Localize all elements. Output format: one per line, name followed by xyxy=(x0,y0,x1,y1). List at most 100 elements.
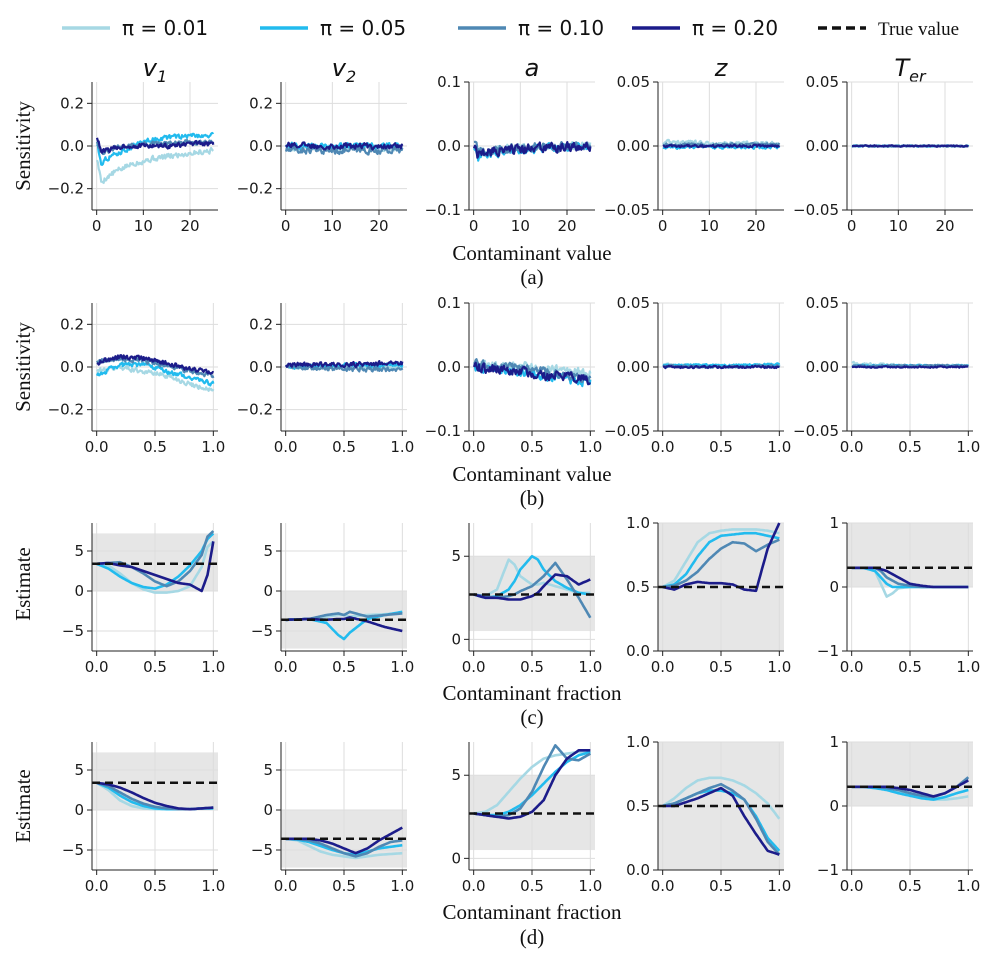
x-tick-label: 0.5 xyxy=(332,877,356,895)
x-axis-label: Contaminant value xyxy=(452,462,611,486)
y-tick-label: −5 xyxy=(251,622,273,640)
legend: π = 0.01 π = 0.05 π = 0.10 π = 0.20 True val… xyxy=(62,16,959,40)
y-tick-label: 0.05 xyxy=(617,73,650,91)
y-tick-label: −0.2 xyxy=(48,401,84,419)
panel-a-v1: 0 10 20 0.2 0.0 −0.2 xyxy=(48,82,218,235)
y-tick-label: −0.2 xyxy=(237,180,273,198)
x-tick-label: 0.0 xyxy=(274,877,298,895)
panel-c-v2: 0.0 0.5 1.0 5 0 −5 xyxy=(251,523,414,676)
x-tick-label: 0.5 xyxy=(709,438,733,456)
panel-d-v2: 0.0 0.5 1.0 5 0 −5 xyxy=(251,742,414,895)
y-tick-label: 0.05 xyxy=(617,294,650,312)
column-title-a: a xyxy=(525,54,540,82)
x-tick-label: 0.5 xyxy=(143,658,167,676)
x-tick-label: 0.0 xyxy=(840,877,864,895)
panel-label: (a) xyxy=(520,265,543,289)
x-tick-label: 0 xyxy=(847,217,857,235)
series-line xyxy=(851,144,969,148)
x-tick-label: 1.0 xyxy=(767,658,791,676)
x-tick-label: 0.0 xyxy=(651,658,675,676)
series-line xyxy=(662,531,780,589)
panel-c-v1: 0.0 0.5 1.0 5 0 −5 xyxy=(62,523,225,676)
y-tick-label: 0 xyxy=(263,582,273,600)
y-tick-label: 0.0 xyxy=(249,137,273,155)
series-line xyxy=(662,364,780,370)
x-tick-label: 0.5 xyxy=(332,438,356,456)
x-tick-label: 0.0 xyxy=(840,438,864,456)
column-title-v2: v2 xyxy=(332,54,356,86)
legend-entry: π = 0.20 xyxy=(632,16,778,40)
y-tick-label: 0.05 xyxy=(806,294,839,312)
y-tick-label: −0.1 xyxy=(425,422,461,440)
series-line xyxy=(96,781,214,811)
y-tick-label: −5 xyxy=(62,622,84,640)
row-a-labels: Contaminant value(a) Sensitivity xyxy=(11,101,612,289)
series-line xyxy=(661,776,781,820)
y-tick-label: 0 xyxy=(263,801,273,819)
legend-entry: True value xyxy=(818,19,959,40)
y-axis-label: Estimate xyxy=(11,547,35,620)
x-tick-label: 0.0 xyxy=(651,438,675,456)
y-tick-label: 0.0 xyxy=(60,358,84,376)
x-tick-label: 1.0 xyxy=(956,877,980,895)
y-tick-label: 0.00 xyxy=(806,358,839,376)
y-tick-label: 0.00 xyxy=(806,137,839,155)
y-tick-label: −0.1 xyxy=(425,201,461,219)
x-tick-label: 0.0 xyxy=(85,658,109,676)
x-tick-label: 20 xyxy=(557,217,576,235)
x-tick-label: 0.0 xyxy=(274,658,298,676)
y-tick-label: −0.05 xyxy=(604,422,650,440)
x-tick-label: 0.0 xyxy=(274,438,298,456)
y-tick-label: 0.00 xyxy=(617,137,650,155)
y-tick-label: 0 xyxy=(74,801,84,819)
panel-a-z: 0 10 20 0.05 0.00 −0.05 xyxy=(604,73,784,235)
y-tick-label: 1.0 xyxy=(626,514,650,532)
y-tick-label: 0.0 xyxy=(437,358,461,376)
y-tick-label: 0 xyxy=(829,578,839,596)
x-tick-label: 0.5 xyxy=(709,877,733,895)
legend-entry: π = 0.10 xyxy=(458,16,604,40)
series-line xyxy=(473,749,591,820)
x-tick-label: 10 xyxy=(134,217,153,235)
y-tick-label: 0.2 xyxy=(60,94,84,112)
series-line xyxy=(96,530,215,588)
legend-label: π = 0.01 xyxy=(122,16,208,40)
x-tick-label: 1.0 xyxy=(767,877,791,895)
y-tick-label: 5 xyxy=(451,766,461,784)
legend-label: True value xyxy=(878,19,959,40)
series-line xyxy=(472,361,592,386)
series-line xyxy=(285,363,404,373)
y-tick-label: −5 xyxy=(62,841,84,859)
x-tick-label: 1.0 xyxy=(578,438,602,456)
x-tick-label: 10 xyxy=(511,217,530,235)
x-tick-label: 1.0 xyxy=(767,438,791,456)
series-line xyxy=(662,528,780,589)
y-tick-label: 0 xyxy=(451,849,461,867)
y-tick-label: 0.0 xyxy=(626,861,650,879)
panel-b-v1: 0.0 0.5 1.0 0.2 0.0 −0.2 xyxy=(48,303,225,456)
y-tick-label: 0.5 xyxy=(626,797,650,815)
y-tick-label: 0 xyxy=(74,582,84,600)
y-tick-label: 1 xyxy=(829,733,839,751)
legend-label: π = 0.20 xyxy=(692,16,778,40)
panel-d-z: 0.0 0.5 1.0 1.0 0.5 0.0 xyxy=(626,733,791,895)
x-axis-label: Contaminant fraction xyxy=(442,900,622,924)
x-tick-label: 1.0 xyxy=(578,877,602,895)
x-tick-label: 1.0 xyxy=(578,658,602,676)
panel-b-a: 0.0 0.5 1.00.10.0−0.1 xyxy=(425,294,603,456)
column-title-z: z xyxy=(714,54,729,82)
x-tick-label: 1.0 xyxy=(390,438,414,456)
panel-a-a: 0 10 20 0.1 0.0 −0.1 xyxy=(425,73,595,235)
panel-a-v2: 0 10 20 0.2 0.0 −0.2 xyxy=(237,82,407,235)
x-tick-label: 0 xyxy=(92,217,102,235)
x-tick-label: 0.5 xyxy=(520,658,544,676)
panel-label: (c) xyxy=(520,705,543,729)
x-tick-label: 0.5 xyxy=(898,438,922,456)
x-tick-label: 0.0 xyxy=(840,658,864,676)
panel-label: (b) xyxy=(520,486,545,510)
y-tick-label: 0.2 xyxy=(249,315,273,333)
legend-entry: π = 0.01 xyxy=(62,16,208,40)
x-tick-label: 0.0 xyxy=(462,658,486,676)
x-tick-label: 0.0 xyxy=(462,877,486,895)
series-line xyxy=(95,146,214,184)
